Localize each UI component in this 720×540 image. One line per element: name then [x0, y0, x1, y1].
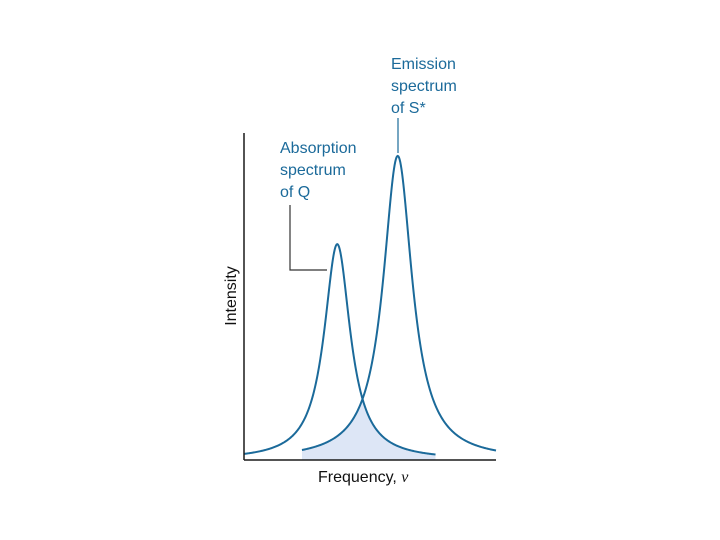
absorption-label-line: spectrum — [280, 162, 346, 179]
emission-label-line: spectrum — [391, 78, 457, 95]
absorption-leader-line — [289, 205, 327, 271]
emission-label-line: Emission — [391, 56, 456, 73]
x-axis-label-text: Frequency, — [318, 469, 401, 486]
absorption-curve — [243, 243, 436, 456]
emission-label: Emission spectrum of S* — [391, 56, 461, 117]
y-axis-label: Intensity — [223, 266, 240, 326]
absorption-label-line: of Q — [280, 184, 310, 201]
spectral-overlap-area — [301, 399, 436, 460]
absorption-label-line: Absorption — [280, 140, 357, 157]
x-axis-label: Frequency, ν — [318, 469, 409, 486]
emission-label-line: of S* — [391, 100, 426, 117]
frequency-symbol: ν — [401, 469, 409, 486]
absorption-label: Absorption spectrum of Q — [280, 140, 361, 201]
curves-group — [243, 154, 497, 456]
emission-curve — [301, 154, 497, 452]
